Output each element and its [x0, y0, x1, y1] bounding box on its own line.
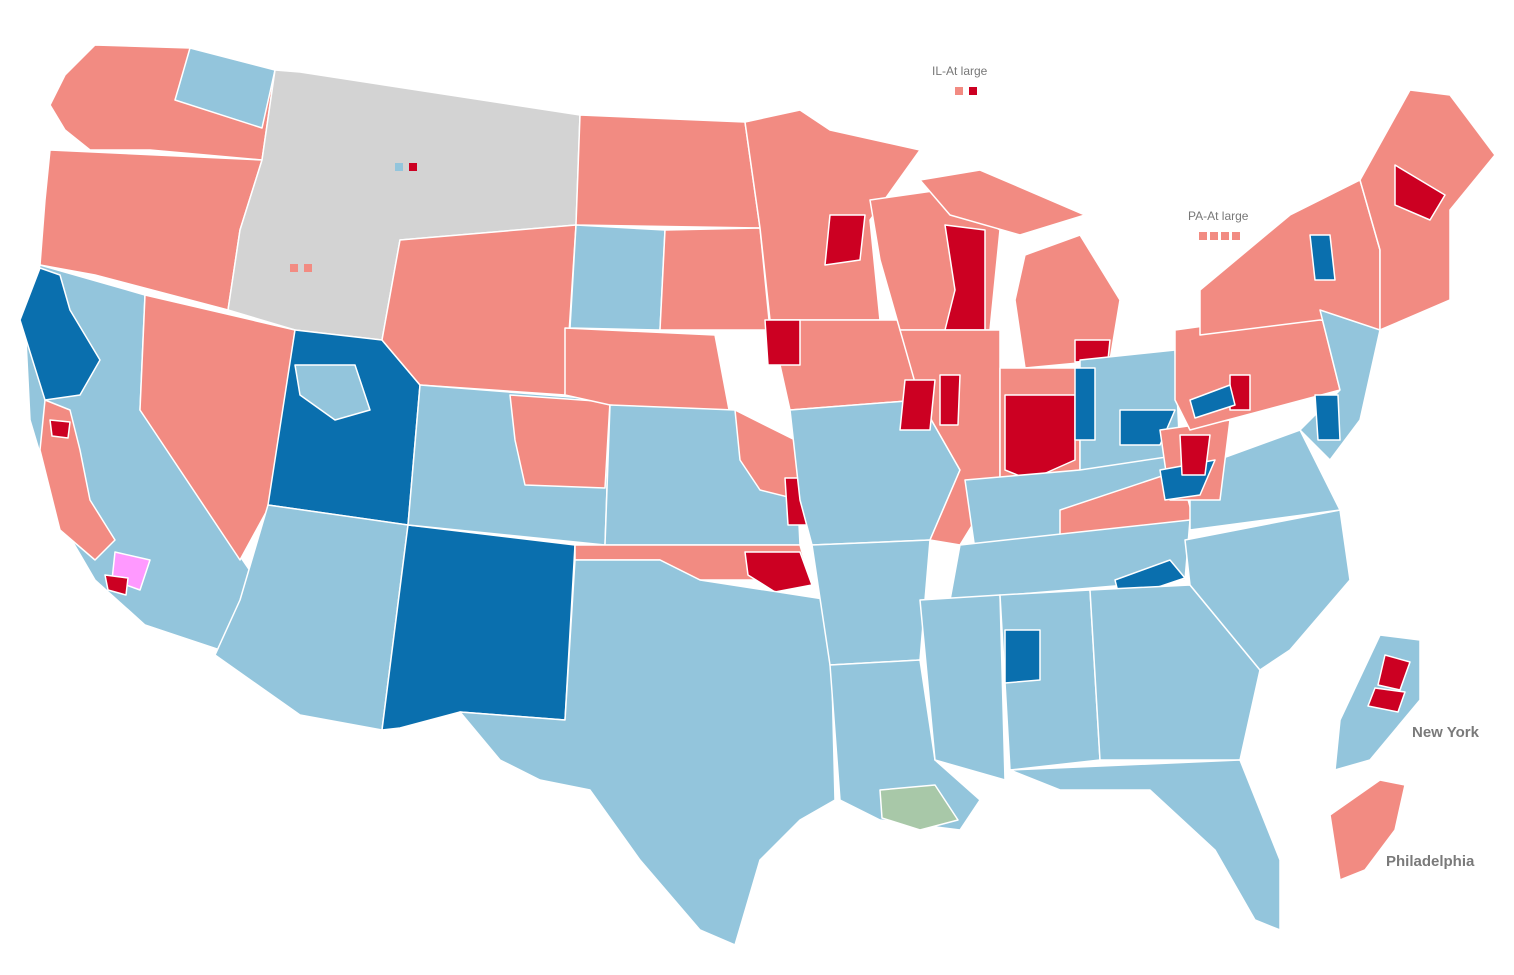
region-illinois-dem-2 [939, 374, 961, 426]
region-texas [459, 559, 836, 946]
id-marker-1 [290, 264, 298, 272]
region-california-coast [39, 399, 116, 561]
il-marker-1 [955, 87, 963, 95]
pa-marker-4 [1232, 232, 1240, 240]
region-iowa-dem [764, 319, 801, 366]
pa-at-large-label: PA-At large [1188, 209, 1249, 223]
region-michigan-upper [919, 169, 1086, 236]
region-louisiana-other [879, 784, 959, 831]
region-illinois-dem [899, 379, 936, 431]
region-ohio-rep [1074, 367, 1096, 441]
region-indiana-dem [1004, 394, 1076, 481]
region-mississippi [919, 594, 1006, 781]
pa-marker-2 [1210, 232, 1218, 240]
region-pennsylvania-rep [1189, 384, 1236, 419]
region-north-dakota [575, 114, 761, 229]
region-alabama-rep [1004, 629, 1041, 684]
region-kansas-dem [734, 409, 801, 501]
inset-philadelphia [1329, 779, 1406, 881]
region-wyoming [381, 224, 577, 396]
philadelphia-inset-label: Philadelphia [1386, 853, 1475, 870]
region-new-mexico [381, 524, 576, 731]
pa-marker-3 [1221, 232, 1229, 240]
region-new-york-rep [1309, 234, 1336, 281]
region-south-dakota [569, 224, 666, 331]
region-california-north [19, 267, 101, 401]
region-nevada [139, 294, 296, 561]
region-oklahoma-dem [744, 551, 813, 593]
inset-new-york-dem [1377, 654, 1411, 691]
region-arkansas [811, 539, 931, 666]
region-west-virginia-dem [1179, 434, 1211, 476]
region-washington-east [174, 47, 276, 129]
pa-marker-1 [1199, 232, 1207, 240]
region-delaware-rep [1314, 394, 1341, 441]
region-georgia [1089, 584, 1261, 761]
id-marker-2 [304, 264, 312, 272]
region-los-angeles-dem [104, 574, 129, 596]
il-marker-2 [969, 87, 977, 95]
region-sf-dem [49, 419, 71, 439]
region-new-england-dem [1394, 164, 1446, 221]
il-at-large-label: IL-At large [932, 64, 988, 78]
region-south-dakota-east [659, 227, 771, 331]
inset-new-york-dem-2 [1367, 687, 1406, 713]
region-louisiana [829, 659, 981, 831]
region-utah [267, 329, 421, 526]
region-colorado-dem [509, 394, 611, 489]
mt-marker-2 [409, 163, 417, 171]
mt-marker-1 [395, 163, 403, 171]
region-new-york [1199, 179, 1381, 336]
new-york-inset-label: New York [1412, 724, 1479, 741]
region-minnesota-dem [824, 214, 866, 266]
region-utah-central [294, 364, 371, 421]
region-florida [1009, 759, 1281, 931]
region-virginia [1189, 429, 1341, 531]
